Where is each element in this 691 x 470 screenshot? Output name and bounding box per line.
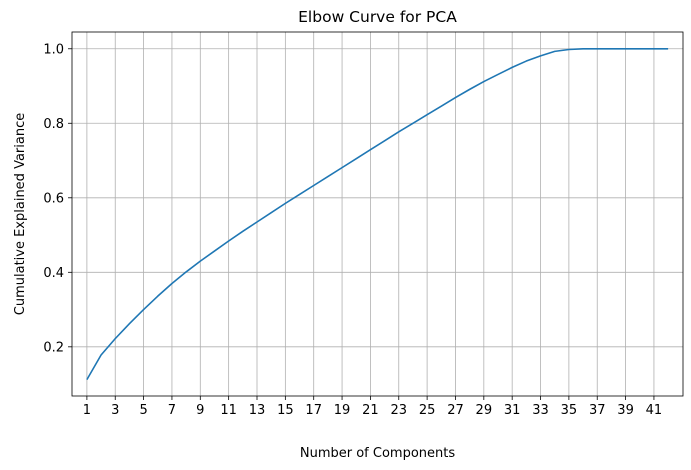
y-tick-label: 0.4 [43, 266, 64, 281]
cumulative-variance-line [86, 47, 669, 381]
x-tick-label: 35 [561, 403, 578, 418]
y-axis-ticks: 0.2 0.4 0.6 0.8 1.0 [43, 42, 72, 355]
y-axis-label: Cumulative Explained Variance [13, 113, 28, 315]
x-tick-label: 23 [390, 403, 407, 418]
x-tick-label: 27 [447, 403, 464, 418]
x-tick-label: 15 [277, 403, 294, 418]
y-tick-label: 1.0 [43, 42, 64, 57]
x-tick-label: 25 [419, 403, 436, 418]
x-tick-label: 11 [220, 403, 237, 418]
plot-frame [71, 31, 684, 397]
y-tick-label: 0.8 [43, 117, 64, 132]
x-tick-label: 37 [589, 403, 606, 418]
x-tick-label: 19 [334, 403, 351, 418]
x-axis-ticks: 1 3 5 7 9 11 13 15 17 19 21 23 25 27 29 31 33 35 37 39 41 [83, 396, 662, 418]
x-tick-label: 39 [617, 403, 634, 418]
grid-lines [72, 32, 683, 396]
y-tick-label: 0.6 [43, 191, 64, 206]
x-tick-label: 33 [532, 403, 549, 418]
x-tick-label: 3 [111, 403, 119, 418]
x-tick-label: 1 [83, 403, 91, 418]
chart-title: Elbow Curve for PCA [298, 8, 457, 26]
x-tick-label: 9 [196, 403, 204, 418]
x-tick-label: 41 [646, 403, 663, 418]
x-tick-label: 29 [476, 403, 493, 418]
x-tick-label: 5 [139, 403, 147, 418]
y-tick-label: 0.2 [43, 340, 64, 355]
series-layer [86, 47, 669, 381]
x-tick-label: 17 [305, 403, 322, 418]
x-tick-label: 7 [168, 403, 176, 418]
x-tick-label: 13 [249, 403, 266, 418]
x-axis-label: Number of Components [300, 446, 455, 461]
x-tick-label: 21 [362, 403, 379, 418]
x-tick-label: 31 [504, 403, 521, 418]
